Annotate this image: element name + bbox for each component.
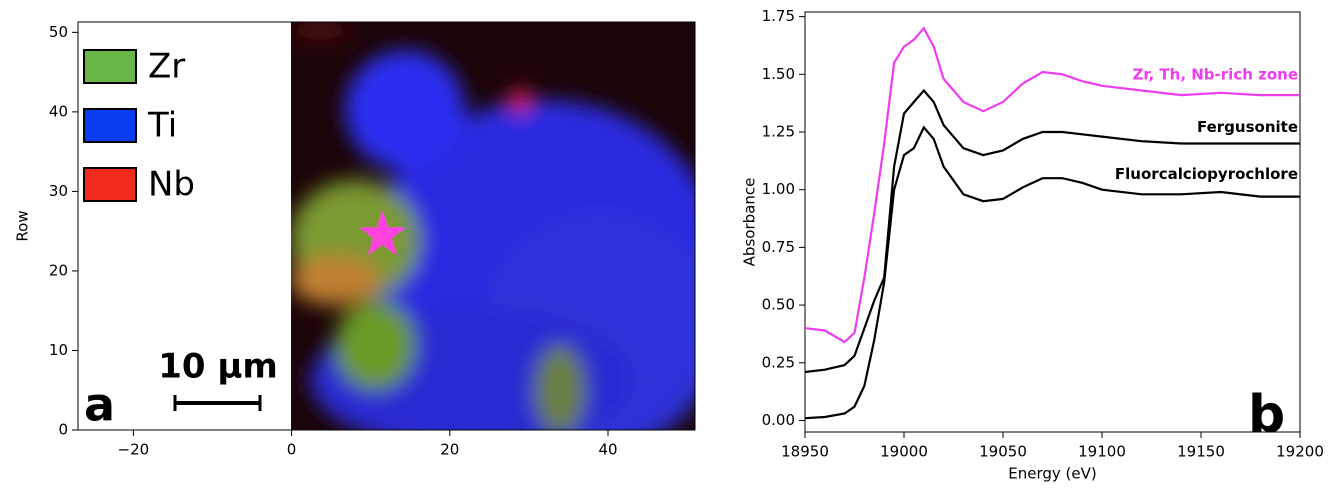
- series-label: Zr, Th, Nb-rich zone: [1132, 66, 1298, 84]
- x-tick-label: 20: [440, 441, 459, 459]
- y-tick-label: 40: [49, 102, 68, 120]
- x-tick-label: −20: [118, 441, 150, 459]
- y-tick-label: 0.00: [762, 411, 795, 429]
- legend-swatch: [83, 108, 137, 143]
- scale-bar-label: 10 µm: [158, 347, 278, 387]
- series-label: Fergusonite: [1197, 118, 1298, 136]
- element-map: [291, 22, 695, 430]
- y-tick-label: 1.75: [762, 7, 795, 25]
- x-tick-label: 19200: [1276, 443, 1324, 461]
- x-tick-label: 19050: [979, 443, 1027, 461]
- y-axis-label: Absorbance: [741, 178, 759, 267]
- x-axis-label: Energy (eV): [1008, 465, 1096, 483]
- x-tick-label: 18950: [781, 443, 829, 461]
- panel-label: a: [84, 378, 115, 432]
- y-tick-label: 20: [49, 261, 68, 279]
- legend-label: Nb: [148, 165, 195, 205]
- series-label: Fluorcalciopyrochlore: [1115, 165, 1298, 183]
- axes-frame: [77, 21, 696, 431]
- x-tick-label: 19150: [1177, 443, 1225, 461]
- y-tick-label: 1.25: [762, 123, 795, 141]
- x-tick-label: 19000: [880, 443, 928, 461]
- y-tick-label: 50: [49, 23, 68, 41]
- legend-label: Zr: [148, 47, 185, 87]
- y-tick-label: 10: [49, 341, 68, 359]
- panel-label: b: [1248, 385, 1285, 445]
- spectrum-line: [804, 88, 1300, 374]
- y-tick-label: 1.50: [762, 65, 795, 83]
- y-axis-label: Row: [14, 210, 32, 241]
- y-tick-label: 0.75: [762, 238, 795, 256]
- axes-frame: [804, 11, 1301, 433]
- y-tick-label: 0: [58, 421, 68, 439]
- y-tick-label: 0.50: [762, 296, 795, 314]
- y-tick-label: 1.00: [762, 180, 795, 198]
- legend-label: Ti: [147, 106, 177, 146]
- x-tick-label: 0: [287, 441, 297, 459]
- legend-swatch: [83, 49, 137, 84]
- legend-swatch: [83, 167, 137, 202]
- scale-bar: [173, 395, 262, 411]
- x-tick-label: 19100: [1078, 443, 1126, 461]
- x-tick-label: 40: [598, 441, 617, 459]
- spectrum-line: [804, 26, 1300, 344]
- y-tick-label: 0.25: [762, 353, 795, 371]
- spectrum-line: [804, 125, 1300, 420]
- y-tick-label: 30: [49, 182, 68, 200]
- star-marker: [358, 210, 407, 256]
